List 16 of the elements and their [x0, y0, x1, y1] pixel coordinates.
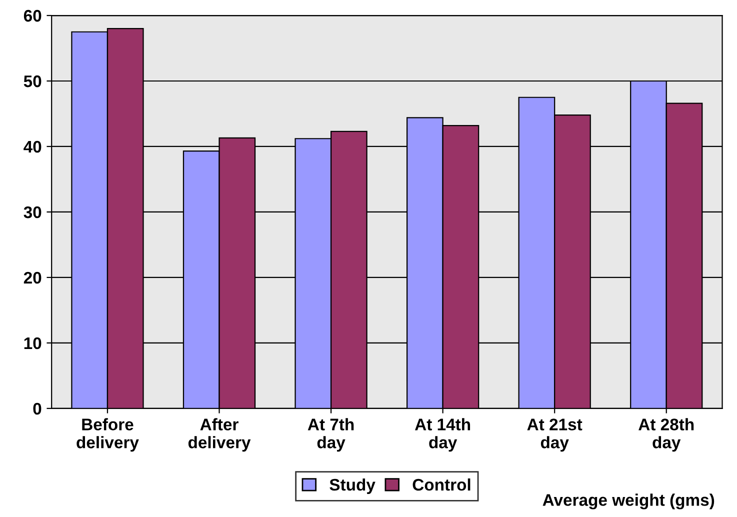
x-tick-label: After delivery [188, 418, 251, 452]
y-tick-label: 40 [24, 140, 42, 153]
legend-label: Control [412, 478, 470, 491]
x-tick-label: At 28th day [638, 418, 694, 452]
y-tick-label: 20 [24, 272, 42, 284]
x-axis-title: Average weight (gms) [542, 494, 714, 510]
y-tick-label: 30 [24, 206, 42, 218]
y-tick-label: 0 [33, 402, 42, 415]
y-tick-label: 50 [24, 75, 42, 88]
x-tick-label: At 7th day [308, 418, 354, 452]
y-tick-label: 10 [24, 337, 42, 350]
x-tick-label: At 21st day [527, 418, 582, 452]
y-tick-label: 60 [24, 10, 42, 22]
x-tick-label: At 14th day [414, 418, 470, 452]
x-tick-label: Before delivery [76, 418, 139, 452]
legend-label: Study [330, 478, 376, 494]
